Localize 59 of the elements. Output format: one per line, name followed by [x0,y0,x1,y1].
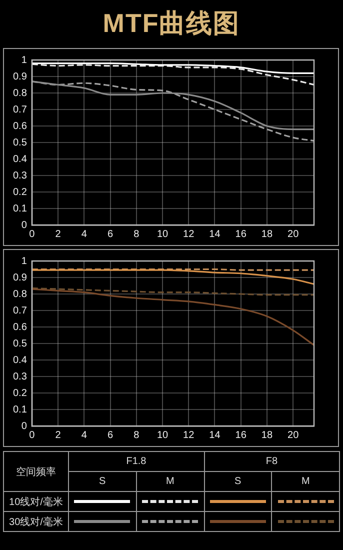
x-tick-label: 0 [29,430,36,441]
x-tick-label: 18 [261,228,273,240]
y-tick-label: 1 [21,54,28,66]
y-tick-label: 0.1 [12,404,28,416]
y-tick-label: 0 [21,420,28,432]
y-tick-label: 0.7 [12,305,28,316]
text: F8 [204,452,340,472]
x-tick-label: 6 [107,430,114,441]
y-tick-label: 0.6 [12,120,28,132]
x-tick-label: 2 [55,430,62,441]
y-tick-label: 0.8 [12,288,28,300]
line-series [32,63,314,86]
y-tick-label: 0.4 [12,154,28,165]
y-tick-label: 0.5 [12,137,28,148]
chart-title: MTF曲线图 [102,7,242,40]
y-tick-label: 0.9 [12,272,28,284]
y-tick-label: 0.8 [12,88,28,99]
y-tick-label: 0.9 [12,71,28,82]
line-series [32,288,314,346]
line-series [32,62,314,74]
text: 10线对/毫米 [4,492,68,512]
x-tick-label: 16 [235,430,247,441]
line-series [32,269,314,285]
x-tick-label: 6 [107,228,114,240]
x-tick-label: 10 [156,430,168,441]
x-tick-label: 12 [183,228,195,240]
x-tick-label: 0 [29,228,36,240]
text: S [204,472,272,492]
x-tick-label: 10 [156,228,168,240]
y-tick-label: 0.3 [12,371,28,382]
y-tick-label: 0.3 [12,170,28,182]
y-tick-label: 0.2 [12,186,28,198]
x-tick-label: 4 [81,430,88,441]
x-tick-label: 4 [81,228,88,240]
text: M [272,472,340,492]
y-tick-label: 0.7 [12,104,28,116]
y-tick-label: 0.2 [12,388,28,399]
x-tick-label: 14 [209,228,221,240]
x-tick-label: 20 [288,228,300,240]
y-tick-label: 1 [21,256,28,267]
line-series [32,80,314,130]
x-tick-label: 14 [209,430,221,441]
y-tick-label: 0.6 [12,322,28,333]
text: 30线对/毫米 [4,512,68,532]
text: M [136,472,204,492]
x-tick-label: 18 [261,430,273,441]
text: S [68,472,136,492]
y-tick-label: 0.4 [12,354,28,366]
y-tick-label: 0.1 [12,203,28,214]
legend-title: 空间频率 [4,452,68,492]
x-tick-label: 2 [55,228,62,240]
x-tick-label: 8 [134,228,140,240]
x-tick-label: 16 [235,228,247,240]
y-tick-label: 0.5 [12,338,28,350]
text: F1.8 [68,452,204,472]
x-tick-label: 12 [183,430,195,441]
x-tick-label: 20 [288,430,300,441]
y-tick-label: 0 [21,220,28,231]
x-tick-label: 8 [134,430,140,441]
